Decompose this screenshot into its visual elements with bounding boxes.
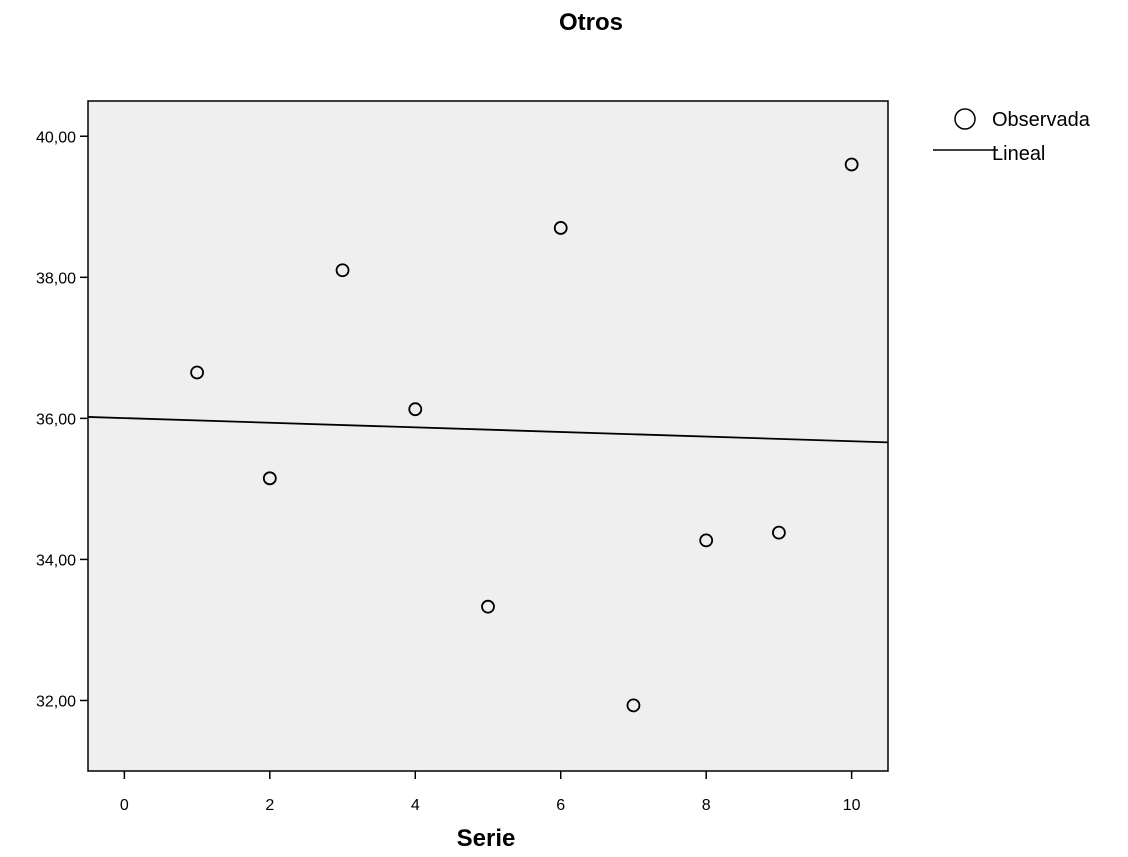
data-point-observada [481,599,495,614]
data-point-observada [626,698,641,713]
x-tick-label: 0 [120,797,129,814]
x-tick-label: 4 [411,797,420,814]
data-point-observada [408,402,423,417]
data-point-observada [335,263,350,278]
data-point-observada [262,471,277,486]
chart-title: Otros [559,9,623,36]
plot-area [87,100,889,772]
fit-line-lineal [87,416,889,444]
y-axis: 32,00 34,00 36,00 38,00 40,00 [36,129,88,710]
legend-observada-marker [954,108,976,130]
x-tick-label: 8 [702,797,711,814]
x-tick-label: 10 [843,797,861,814]
x-tick-label: 6 [556,797,565,814]
series-layer [87,157,889,713]
y-tick-label: 36,00 [36,411,76,428]
data-point-observada [772,525,786,540]
x-axis-title: Serie [457,825,516,852]
data-point-observada [699,533,714,548]
data-point-observada [553,221,568,235]
y-tick-label: 40,00 [36,129,76,146]
data-point-observada [844,157,859,172]
data-point-observada [190,365,204,380]
y-tick-label: 34,00 [36,552,76,569]
y-tick-label: 38,00 [36,270,76,287]
legend-observada-label: Observada [992,109,1091,131]
x-tick-label: 2 [265,797,274,814]
x-axis: 0 2 4 6 8 10 [120,771,861,814]
legend: Observada Lineal [933,108,1091,165]
y-tick-label: 32,00 [36,693,76,710]
legend-lineal-label: Lineal [992,143,1045,165]
